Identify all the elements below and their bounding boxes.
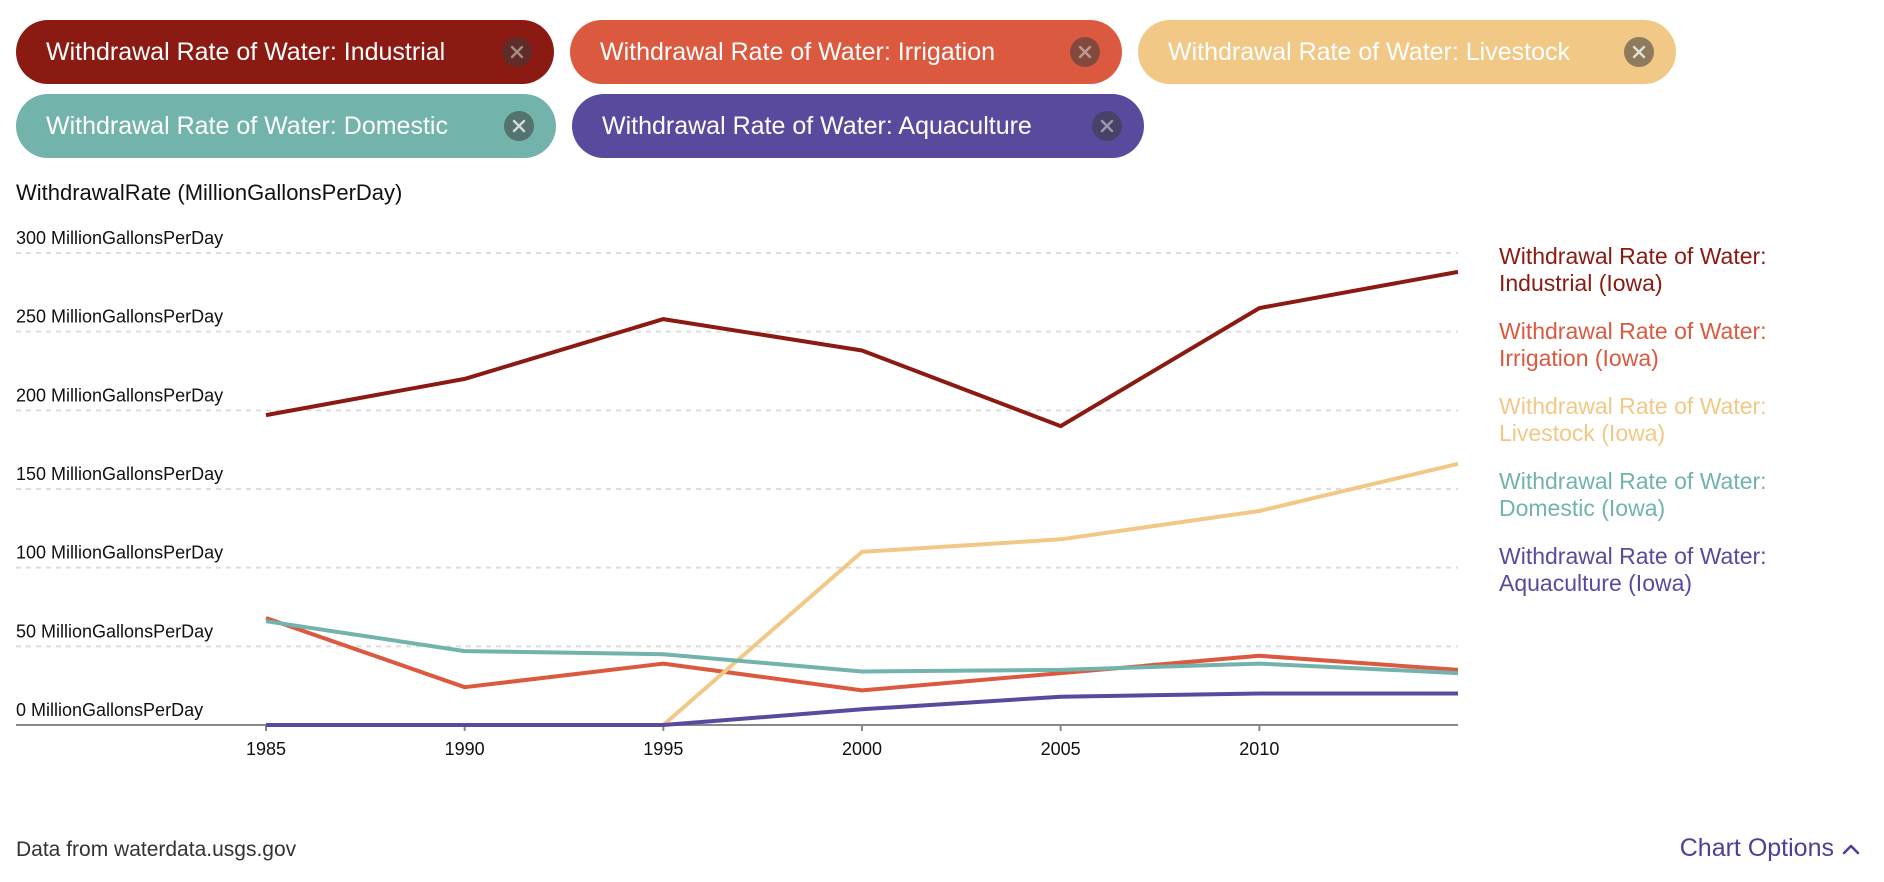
legend-item: Withdrawal Rate of Water: Aquaculture (Io… xyxy=(1499,543,1767,596)
legend-item: Withdrawal Rate of Water: Industrial (Iow… xyxy=(1499,243,1767,296)
y-tick-label: 200 MillionGallonsPerDay xyxy=(16,385,223,405)
close-icon[interactable] xyxy=(1624,37,1654,67)
y-axis-unit-title: WithdrawalRate (MillionGallonsPerDay) xyxy=(16,180,403,205)
series-lines xyxy=(265,269,1459,727)
chip-livestock[interactable]: Withdrawal Rate of Water: Livestock xyxy=(1138,20,1676,84)
legend: Withdrawal Rate of Water: Industrial (Iow… xyxy=(1499,243,1767,596)
x-tick-label: 2000 xyxy=(842,739,882,759)
chip-aquaculture[interactable]: Withdrawal Rate of Water: Aquaculture xyxy=(572,94,1144,158)
chart-options-label: Chart Options xyxy=(1679,834,1834,862)
y-tick-label: 300 MillionGallonsPerDay xyxy=(16,228,223,248)
series-line xyxy=(266,691,1458,727)
legend-item: Withdrawal Rate of Water: Livestock (Iowa… xyxy=(1499,393,1767,446)
gridlines xyxy=(16,252,1458,648)
chip-label: Withdrawal Rate of Water: Aquaculture xyxy=(602,111,1032,140)
chart-options-toggle[interactable]: Chart Options xyxy=(1680,834,1860,863)
x-axis: 1985 1990 1995 2000 2005 2010 xyxy=(16,724,1458,759)
legend-item: Withdrawal Rate of Water: Domestic (Iowa) xyxy=(1499,468,1767,521)
series-line xyxy=(661,461,1459,727)
chip-label: Withdrawal Rate of Water: Industrial xyxy=(46,37,446,66)
y-tick-label: 150 MillionGallonsPerDay xyxy=(16,464,223,484)
x-tick-label: 1990 xyxy=(445,739,485,759)
chip-label: Withdrawal Rate of Water: Livestock xyxy=(1168,37,1570,66)
x-tick-label: 1985 xyxy=(246,739,286,759)
close-icon[interactable] xyxy=(504,111,534,141)
y-tick-label: 50 MillionGallonsPerDay xyxy=(16,621,213,641)
chip-industrial[interactable]: Withdrawal Rate of Water: Industrial xyxy=(16,20,554,84)
y-tick-label: 100 MillionGallonsPerDay xyxy=(16,543,223,563)
legend-item: Withdrawal Rate of Water: Irrigation (Iow… xyxy=(1499,318,1767,371)
x-tick-label: 2010 xyxy=(1239,739,1279,759)
close-icon[interactable] xyxy=(1092,111,1122,141)
y-tick-label: 250 MillionGallonsPerDay xyxy=(16,307,223,327)
close-icon[interactable] xyxy=(502,37,532,67)
chip-irrigation[interactable]: Withdrawal Rate of Water: Irrigation xyxy=(570,20,1122,84)
x-tick-label: 2005 xyxy=(1041,739,1081,759)
y-tick-label: 0 MillionGallonsPerDay xyxy=(16,700,203,720)
y-axis-ticks: 300 MillionGallonsPerDay 250 MillionGallo… xyxy=(16,228,223,720)
chip-label: Withdrawal Rate of Water: Irrigation xyxy=(600,37,996,66)
series-line xyxy=(265,269,1459,429)
x-tick-label: 1995 xyxy=(643,739,683,759)
close-icon[interactable] xyxy=(1070,37,1100,67)
series-line xyxy=(265,619,1459,676)
line-chart: 300 MillionGallonsPerDay 250 MillionGallo… xyxy=(16,228,1767,759)
chip-label: Withdrawal Rate of Water: Domestic xyxy=(46,111,448,140)
chip-domestic[interactable]: Withdrawal Rate of Water: Domestic xyxy=(16,94,556,158)
series-line xyxy=(265,616,1459,693)
data-source-note: Data from waterdata.usgs.gov xyxy=(16,838,297,861)
chevron-up-icon xyxy=(1842,844,1860,854)
